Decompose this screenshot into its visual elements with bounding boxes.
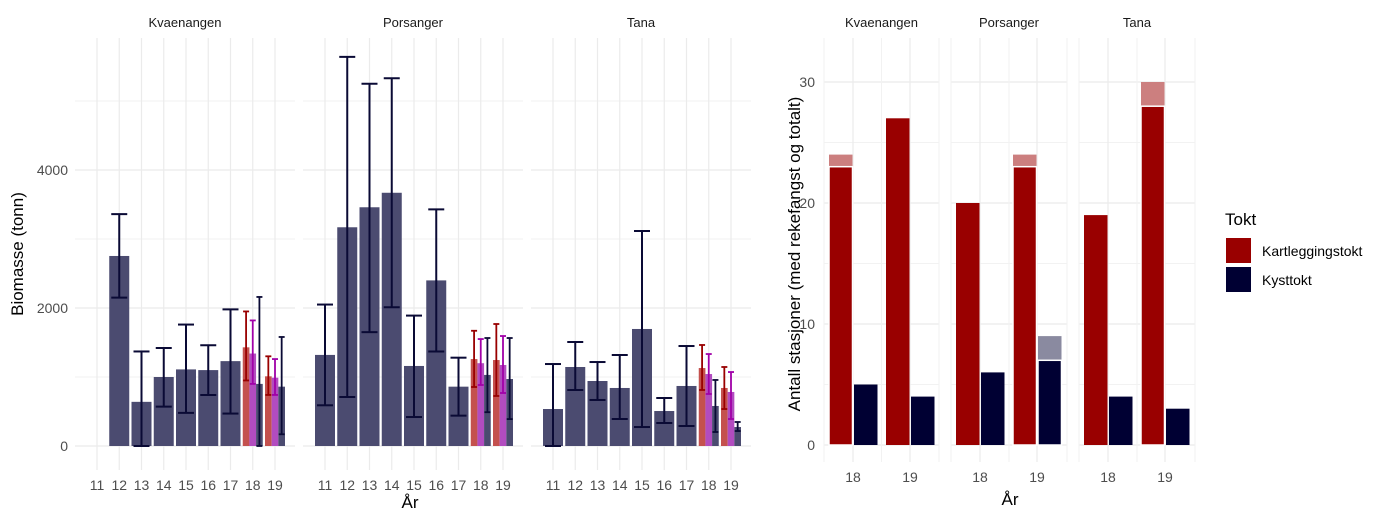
facet-label: Kvaenangen (845, 15, 918, 30)
bar (493, 360, 500, 446)
bar (153, 377, 174, 446)
legend-title: Tokt (1225, 210, 1256, 229)
stations-chart: Kvaenangen 18 19 Porsanger 18 19 Tana 18 19 0 10 20… (785, 15, 1363, 509)
facet-panel-porsanger: 11 12 13 14 15 16 17 18 19 Porsanger (303, 15, 523, 493)
x-tick-label: 14 (384, 477, 400, 493)
bar (587, 381, 608, 446)
bar (477, 363, 485, 446)
x-tick-label: 18 (845, 469, 861, 485)
bar (721, 387, 728, 446)
bar (470, 359, 478, 446)
x-tick-label: 14 (612, 477, 628, 493)
bar (109, 255, 130, 446)
bar-with-catch (956, 203, 980, 445)
x-tick-label: 15 (406, 477, 422, 493)
facet-panel-tana: 11 12 13 14 15 16 17 18 19 Tana (531, 15, 751, 493)
y-tick-label: 0 (807, 437, 815, 453)
x-tick-label: 11 (546, 477, 561, 493)
bar (499, 364, 507, 446)
facet-panel-tana: Tana 18 19 (1078, 15, 1196, 485)
y-tick-label: 0 (60, 438, 68, 454)
facet-panel-kvaenangen: Kvaenangen 18 19 (823, 15, 940, 485)
bar (271, 377, 279, 446)
x-tick-label: 15 (178, 477, 194, 493)
x-tick-label: 18 (972, 469, 988, 485)
x-tick-label: 19 (495, 477, 511, 493)
bar (265, 376, 272, 446)
x-tick-label: 19 (1029, 469, 1045, 485)
x-tick-label: 18 (701, 477, 717, 493)
x-tick-label: 15 (634, 477, 650, 493)
bar-with-catch (1109, 396, 1133, 445)
x-tick-label: 14 (156, 477, 172, 493)
x-tick-label: 16 (200, 477, 216, 493)
bar-with-catch (854, 384, 878, 445)
bar-with-catch (911, 396, 935, 445)
x-tick-label: 17 (679, 477, 695, 493)
legend-swatch (1226, 238, 1251, 263)
bar-with-catch (1166, 408, 1190, 445)
facet-panel-kvaenangen: 11 12 13 14 15 16 17 18 19 Kvaenangen (75, 15, 295, 493)
x-tick-label: 19 (267, 477, 283, 493)
x-tick-label: 12 (339, 477, 355, 493)
x-tick-label: 13 (134, 477, 150, 493)
bar-with-catch (828, 165, 854, 446)
bar (198, 370, 219, 446)
x-tick-label: 17 (223, 477, 239, 493)
y-tick-label: 30 (799, 74, 815, 90)
x-tick-label: 16 (656, 477, 672, 493)
facet-label: Tana (627, 15, 656, 30)
bar (381, 192, 402, 446)
x-tick-label: 13 (362, 477, 378, 493)
facet-label: Porsanger (383, 15, 444, 30)
y-axis-title: Antall stasjoner (med rekefangst og tota… (785, 97, 804, 412)
x-tick-label: 17 (451, 477, 467, 493)
bar (242, 347, 250, 446)
legend-label: Kysttokt (1262, 272, 1312, 288)
legend: Tokt Kartleggingstokt Kysttokt (1225, 210, 1363, 292)
x-tick-label: 11 (90, 477, 105, 493)
legend-swatch (1226, 267, 1251, 292)
x-tick-label: 11 (318, 477, 333, 493)
x-tick-label: 18 (245, 477, 261, 493)
bar (426, 280, 447, 446)
bar (705, 374, 713, 446)
x-axis-title: År (1002, 490, 1019, 509)
bar-with-catch (1037, 359, 1063, 446)
biomass-chart: 11 12 13 14 15 16 17 18 19 Kvaenangen 11 12 13 14 15 16… (8, 15, 751, 512)
x-tick-label: 13 (590, 477, 606, 493)
bar-with-catch (1084, 215, 1108, 445)
x-tick-label: 12 (567, 477, 583, 493)
x-tick-label: 19 (902, 469, 918, 485)
x-tick-label: 18 (473, 477, 489, 493)
y-tick-label: 2000 (37, 300, 68, 316)
legend-label: Kartleggingstokt (1262, 243, 1363, 259)
x-tick-label: 16 (428, 477, 444, 493)
x-tick-label: 18 (1100, 469, 1116, 485)
bar (249, 353, 257, 446)
facet-panel-porsanger: Porsanger 18 19 (950, 15, 1068, 485)
facet-label: Kvaenangen (148, 15, 221, 30)
x-tick-label: 12 (111, 477, 127, 493)
bar-with-catch (1012, 165, 1038, 446)
x-axis-title: År (402, 493, 419, 512)
y-tick-label: 4000 (37, 162, 68, 178)
facet-label: Tana (1123, 15, 1152, 30)
facet-label: Porsanger (979, 15, 1040, 30)
y-tick-label: 20 (799, 195, 815, 211)
bar (734, 427, 741, 446)
y-axis-title: Biomasse (tonn) (8, 192, 27, 316)
bar (654, 411, 675, 446)
bar-with-catch (1140, 105, 1166, 446)
bar (698, 368, 706, 446)
bar (565, 366, 586, 446)
x-tick-label: 19 (1157, 469, 1173, 485)
y-tick-label: 10 (799, 316, 815, 332)
bar-with-catch (981, 372, 1005, 445)
bar-with-catch (886, 118, 910, 446)
x-tick-label: 19 (723, 477, 739, 493)
